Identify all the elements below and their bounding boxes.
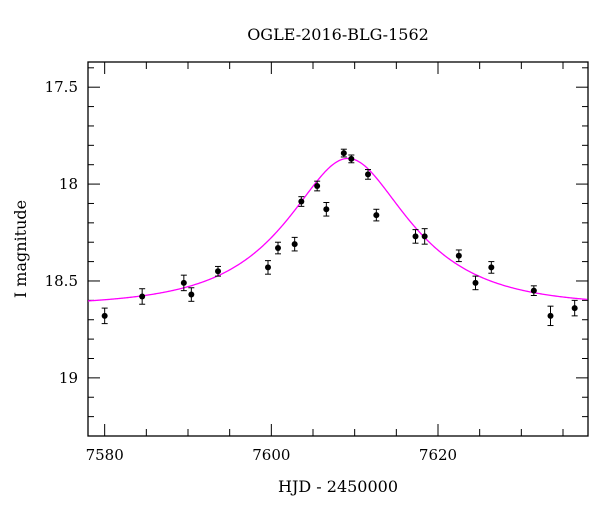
x-tick-label: 7580 bbox=[86, 446, 124, 464]
y-tick-label: 19 bbox=[59, 369, 78, 387]
data-point bbox=[547, 312, 554, 319]
data-point bbox=[291, 241, 298, 248]
x-axis-title: HJD - 2450000 bbox=[278, 477, 398, 496]
model-curve bbox=[87, 157, 588, 302]
data-point bbox=[323, 206, 330, 213]
y-tick-label: 17.5 bbox=[45, 78, 78, 96]
data-point bbox=[348, 155, 355, 162]
data-point bbox=[265, 264, 271, 271]
data-point bbox=[101, 312, 108, 319]
chart-title: OGLE-2016-BLG-1562 bbox=[247, 25, 429, 44]
data-point bbox=[188, 291, 195, 298]
y-axis-title: I magnitude bbox=[11, 200, 30, 298]
x-tick-label: 7620 bbox=[419, 446, 457, 464]
data-point bbox=[488, 264, 495, 271]
data-point bbox=[412, 233, 419, 240]
data-point bbox=[180, 279, 187, 286]
data-point bbox=[455, 252, 462, 259]
data-point bbox=[365, 171, 371, 178]
data-point bbox=[139, 293, 146, 300]
data-point bbox=[472, 279, 479, 286]
data-point bbox=[421, 233, 428, 240]
plot-area: 7580 7600 7620 17.5 18 18.5 19 bbox=[45, 61, 589, 464]
data-point bbox=[340, 150, 347, 157]
x-tick-label: 7600 bbox=[252, 446, 290, 464]
data-point bbox=[530, 287, 537, 294]
data-point bbox=[298, 198, 305, 205]
y-tick-label: 18.5 bbox=[45, 272, 78, 290]
data-point bbox=[314, 183, 321, 190]
data-point bbox=[373, 212, 380, 219]
y-tick-label: 18 bbox=[59, 175, 78, 193]
data-point bbox=[571, 305, 578, 312]
data-point bbox=[215, 268, 221, 275]
data-point bbox=[275, 245, 281, 252]
plot-frame bbox=[87, 61, 589, 437]
